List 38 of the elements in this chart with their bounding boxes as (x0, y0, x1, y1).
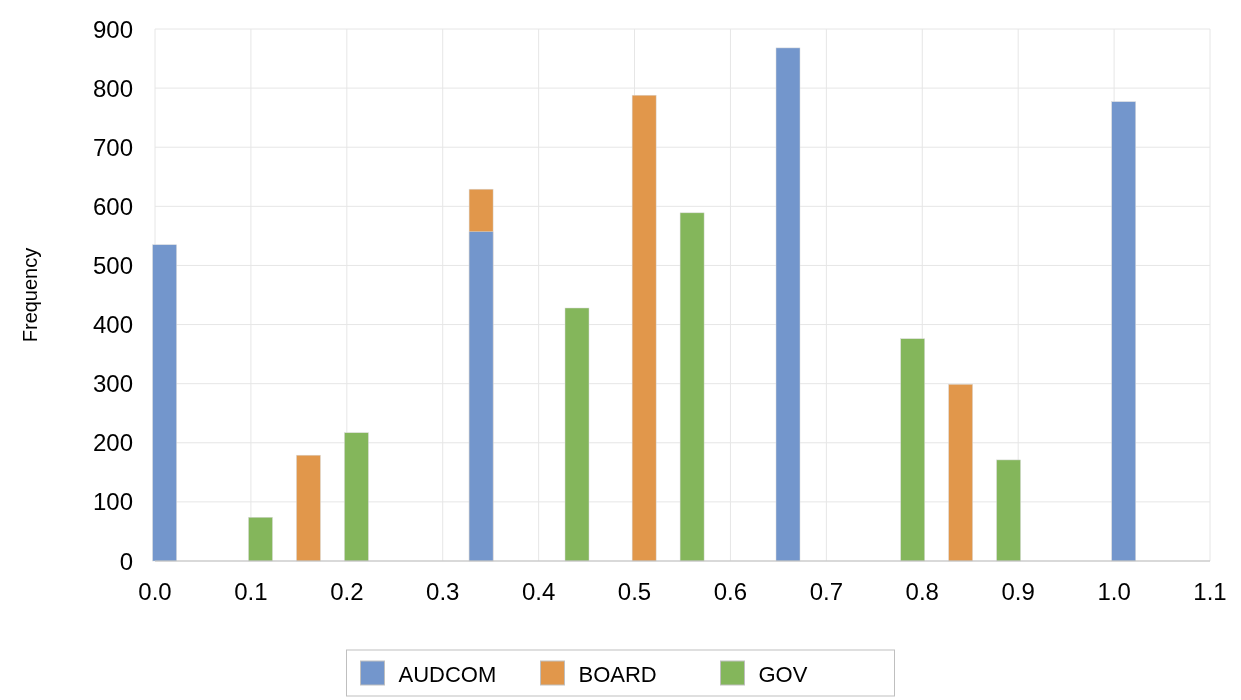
y-tick-label: 800 (92, 74, 133, 102)
bar (344, 432, 369, 562)
x-tick-label: 0.7 (809, 577, 844, 605)
y-tick-label: 500 (92, 251, 133, 279)
bar (775, 47, 801, 562)
x-tick-label: 0.3 (426, 577, 460, 605)
bar (679, 212, 705, 562)
y-tick-label: 300 (92, 370, 133, 398)
legend-label: BOARD (578, 661, 657, 687)
bar (564, 307, 590, 562)
x-tick-label: 0.5 (617, 577, 652, 605)
y-tick-label: 200 (92, 429, 133, 457)
legend-label: AUDCOM (398, 661, 497, 687)
x-tick-label: 1.1 (1193, 577, 1227, 605)
x-tick-label: 0.4 (521, 577, 556, 605)
bar (948, 384, 973, 562)
x-tick-label: 0.9 (1001, 577, 1035, 605)
y-tick-label: 0 (119, 547, 133, 575)
legend-label: GOV (758, 661, 808, 687)
x-tick-label: 0.1 (234, 577, 268, 605)
y-tick-label: 400 (92, 311, 133, 339)
y-tick-label: 600 (92, 192, 133, 220)
x-tick-label: 1.0 (1097, 577, 1131, 605)
bar (900, 338, 925, 562)
x-tick-label: 0.8 (905, 577, 939, 605)
x-tick-label: 0.6 (713, 577, 748, 605)
y-tick-label: 700 (92, 133, 133, 161)
y-tick-label: 100 (92, 488, 133, 516)
bar (996, 459, 1021, 562)
x-tick-label: 0.2 (330, 577, 364, 605)
bar (248, 517, 273, 562)
x-tick-label: 0.0 (138, 577, 172, 605)
bar (1111, 101, 1136, 562)
bar (631, 94, 657, 562)
bar (152, 244, 177, 562)
y-axis-title: Frequency (19, 247, 41, 343)
bar (296, 454, 321, 562)
y-tick-label: 900 (92, 15, 133, 43)
